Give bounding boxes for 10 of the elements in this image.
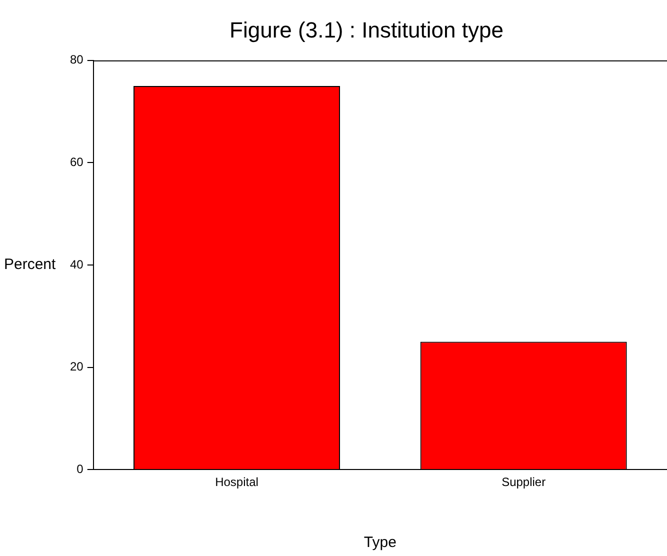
y-tick-label: 60 xyxy=(70,155,84,170)
x-tick-label: Hospital xyxy=(215,475,258,490)
y-tick-label: 20 xyxy=(70,360,84,374)
y-tick-label: 80 xyxy=(70,52,84,67)
x-axis-title: Type xyxy=(364,534,396,552)
y-tick-label: 40 xyxy=(70,257,84,272)
chart-title: Figure (3.1) : Institution type xyxy=(230,17,504,42)
y-axis-title: Percent xyxy=(4,256,57,274)
y-tick-label: 0 xyxy=(76,462,84,476)
x-tick-label: Supplier xyxy=(502,475,546,490)
